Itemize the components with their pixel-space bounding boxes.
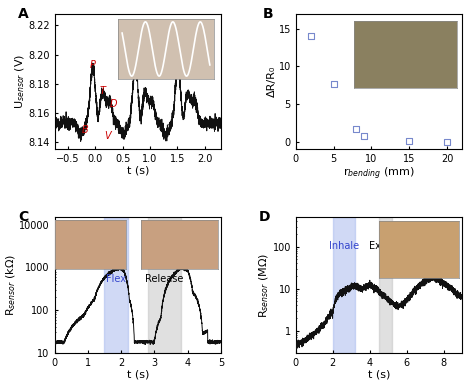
Y-axis label: R$_{sensor}$ (MΩ): R$_{sensor}$ (MΩ) [257,252,271,318]
Text: D: D [109,99,117,109]
Bar [333,217,355,353]
Text: D: D [259,211,271,224]
X-axis label: t (s): t (s) [368,369,390,379]
Text: C: C [18,211,28,224]
Text: Release: Release [145,274,183,284]
Text: V: V [104,131,111,141]
Y-axis label: R$_{sensor}$ (kΩ): R$_{sensor}$ (kΩ) [4,254,18,316]
Text: Exhale: Exhale [369,241,402,250]
X-axis label: t (s): t (s) [127,165,149,176]
Text: A: A [18,7,28,21]
Point [307,33,315,40]
Point [330,81,337,87]
Point [405,138,413,144]
Text: B: B [263,7,273,21]
Point [443,139,451,145]
Y-axis label: U$_{sensor}$ (V): U$_{sensor}$ (V) [13,54,27,109]
Y-axis label: ΔR/R₀: ΔR/R₀ [267,66,277,97]
Point [353,126,360,132]
Point [360,132,368,139]
Bar [104,217,128,353]
Text: Flex: Flex [106,274,126,284]
Bar [148,217,181,353]
Bar [379,217,392,353]
Text: P: P [90,60,96,70]
X-axis label: t (s): t (s) [127,369,149,379]
Text: T: T [100,86,106,96]
X-axis label: r$_{bending}$ (mm): r$_{bending}$ (mm) [343,165,415,182]
Text: B: B [82,125,89,135]
Text: Inhale: Inhale [329,241,359,250]
